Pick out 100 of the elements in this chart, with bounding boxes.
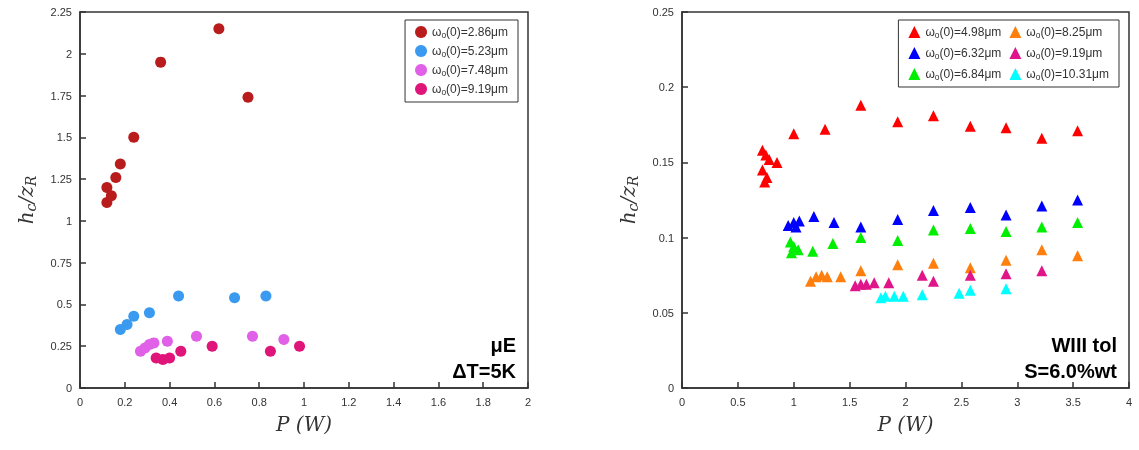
point xyxy=(121,319,133,330)
point xyxy=(1000,122,1012,134)
point xyxy=(927,205,939,217)
x-tick-label: 4 xyxy=(1125,395,1133,408)
y-tick-label: 0 xyxy=(667,382,674,394)
point xyxy=(827,238,839,250)
point xyxy=(242,91,254,103)
point xyxy=(246,330,258,342)
point xyxy=(892,116,904,128)
point xyxy=(1072,250,1084,262)
point xyxy=(964,223,976,235)
point xyxy=(807,245,819,257)
x-tick-label: 1 xyxy=(790,395,797,408)
y-tick-label: 2.25 xyxy=(50,6,72,18)
point xyxy=(855,265,867,277)
point xyxy=(883,277,895,289)
x-tick-label: 2.5 xyxy=(953,395,970,408)
point xyxy=(916,289,928,301)
point xyxy=(892,214,904,226)
x-tick-label: 0 xyxy=(76,395,84,408)
point xyxy=(819,123,831,135)
point xyxy=(1036,265,1048,277)
point xyxy=(763,153,775,165)
point xyxy=(916,269,928,281)
point xyxy=(953,287,965,299)
point xyxy=(264,345,276,357)
point xyxy=(892,259,904,271)
point xyxy=(213,23,225,35)
point xyxy=(155,56,167,68)
x-tick-label: 1.2 xyxy=(341,395,357,408)
point xyxy=(1000,268,1012,280)
point xyxy=(173,290,185,302)
point xyxy=(110,171,122,183)
point xyxy=(805,275,817,287)
point xyxy=(1072,217,1084,229)
point xyxy=(855,232,867,244)
point xyxy=(1072,125,1084,137)
y-tick-label: 0.25 xyxy=(652,6,674,18)
point xyxy=(888,290,900,302)
x-tick-label: 2 xyxy=(524,395,532,408)
point xyxy=(808,211,820,223)
x-tick-label: 2 xyxy=(902,395,909,408)
x-tick-label: 1.8 xyxy=(475,395,491,408)
y-tick-label: 0.15 xyxy=(652,156,674,169)
point xyxy=(835,271,847,283)
point xyxy=(1000,226,1012,238)
y-tick-label: 0 xyxy=(65,382,72,394)
point xyxy=(927,275,939,287)
point xyxy=(1072,194,1084,206)
x-tick-label: 1.4 xyxy=(385,395,402,408)
y-tick-label: 0.2 xyxy=(658,81,674,94)
point xyxy=(260,290,272,302)
point xyxy=(190,330,202,342)
x-tick-label: 1.6 xyxy=(430,395,447,408)
point xyxy=(1000,283,1012,295)
point xyxy=(164,352,176,364)
point xyxy=(206,340,218,352)
point xyxy=(927,224,939,236)
point xyxy=(855,99,867,111)
y-axis-title: hc/zR xyxy=(14,175,39,225)
x-tick-label: 0.5 xyxy=(730,395,746,408)
point xyxy=(1000,209,1012,221)
point xyxy=(821,271,833,283)
point xyxy=(964,284,976,296)
y-tick-label: 0.75 xyxy=(50,256,72,269)
point xyxy=(278,334,290,346)
point xyxy=(1000,254,1012,266)
annotation: WIII tol xyxy=(1051,334,1117,356)
point xyxy=(143,307,155,319)
annotation: ΔT=5K xyxy=(452,360,517,382)
y-tick-label: 0.5 xyxy=(56,298,72,311)
y-tick-label: 1.25 xyxy=(50,173,72,186)
point xyxy=(101,181,113,193)
x-tick-label: 3 xyxy=(1014,395,1021,408)
y-tick-label: 0.1 xyxy=(658,231,674,244)
x-tick-label: 0.8 xyxy=(251,395,267,408)
point xyxy=(1036,244,1048,256)
y-tick-label: 1 xyxy=(65,214,72,227)
point xyxy=(897,290,909,302)
point xyxy=(964,202,976,214)
x-tick-label: 0 xyxy=(678,395,686,408)
point xyxy=(105,190,117,202)
x-tick-label: 0.4 xyxy=(161,395,178,408)
x-tick-label: 0.2 xyxy=(117,395,133,408)
point xyxy=(128,131,140,143)
y-tick-label: 0.25 xyxy=(50,340,72,353)
x-tick-label: 1 xyxy=(300,395,308,408)
point xyxy=(759,176,771,188)
point xyxy=(161,335,173,347)
point xyxy=(294,340,306,352)
x-tick-label: 3.5 xyxy=(1065,395,1081,408)
point xyxy=(756,164,768,176)
point xyxy=(828,217,840,229)
point xyxy=(128,310,140,322)
y-tick-label: 1.5 xyxy=(56,131,72,144)
point xyxy=(114,158,126,170)
point xyxy=(927,257,939,269)
y-tick-label: 0.05 xyxy=(652,306,674,319)
y-axis-title: hc/zR xyxy=(616,175,641,225)
y-tick-label: 1.75 xyxy=(50,89,72,102)
